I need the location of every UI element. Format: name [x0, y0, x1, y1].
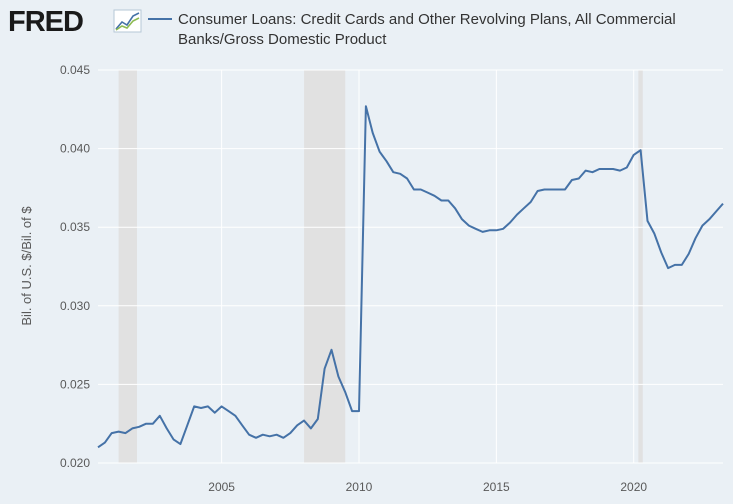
plot-area [98, 70, 723, 463]
legend-series-label: Consumer Loans: Credit Cards and Other R… [178, 11, 676, 48]
x-tick-label: 2015 [483, 480, 510, 494]
x-tick-label: 2020 [620, 480, 647, 494]
recession-band-2 [638, 70, 643, 463]
x-tick-label: 2010 [346, 480, 373, 494]
chart-legend: Consumer Loans: Credit Cards and Other R… [148, 10, 718, 50]
y-tick-label: 0.030 [60, 299, 90, 313]
x-tick-label: 2005 [208, 480, 235, 494]
line-chart-icon [113, 9, 142, 33]
y-tick-label: 0.020 [60, 456, 90, 470]
y-tick-label: 0.045 [60, 63, 90, 77]
y-axis-title: Bil. of U.S. $/Bil. of $ [19, 206, 34, 326]
y-tick-label: 0.035 [60, 220, 90, 234]
recession-band-1 [304, 70, 346, 463]
fred-logo: FRED [8, 6, 142, 38]
recession-band-0 [118, 70, 138, 463]
fred-logo-text: FRED [8, 6, 83, 38]
legend-series-swatch [148, 18, 172, 20]
y-tick-label: 0.040 [60, 142, 90, 156]
y-tick-label: 0.025 [60, 377, 90, 391]
series-line-0 [97, 105, 724, 449]
